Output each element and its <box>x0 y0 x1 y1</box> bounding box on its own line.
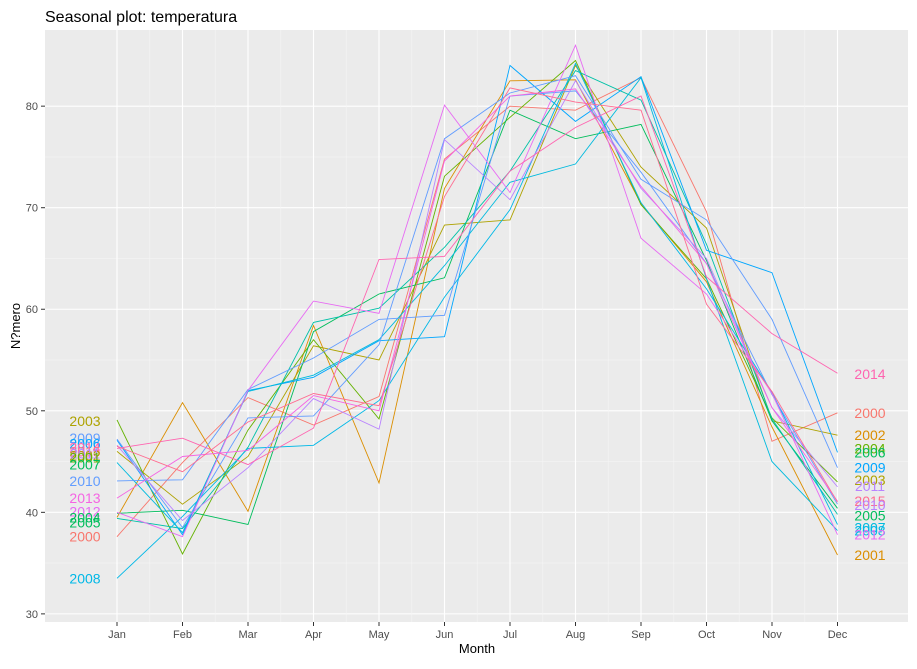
x-axis-title: Month <box>459 641 495 656</box>
end-year-label: 2015 <box>854 493 885 509</box>
series-line-2015 <box>116 87 838 503</box>
end-year-label: 2006 <box>854 444 885 460</box>
start-year-label: 2002 <box>69 447 100 463</box>
end-year-label: 2004 <box>854 440 885 456</box>
series-layer <box>116 43 838 579</box>
series-line-2003 <box>116 59 838 555</box>
start-year-label: 2010 <box>69 473 100 489</box>
series-line-2002 <box>116 64 838 505</box>
series-line-2000 <box>116 77 838 537</box>
start-year-label: 2014 <box>69 439 100 455</box>
x-tick-label: Jul <box>503 629 517 641</box>
y-tick-label: 70 <box>26 203 38 215</box>
start-year-label: 2011 <box>70 445 100 461</box>
y-tick-label: 50 <box>26 406 38 418</box>
y-axis-title: N?mero <box>8 303 23 349</box>
series-line-2012 <box>116 43 838 538</box>
start-year-label: 2008 <box>69 570 100 586</box>
series-line-2005 <box>116 70 838 530</box>
year-label-layer: 2003200920062014201520022011200120072010… <box>69 366 885 586</box>
start-year-label: 2001 <box>69 449 100 465</box>
end-year-label: 2000 <box>854 405 885 421</box>
x-tick-label: May <box>369 629 390 641</box>
axis-layer: 30 40 50 60 70 80 Jan Feb Mar Apr May Jun Jul Aug Sep O… <box>26 101 848 641</box>
end-year-label: 2009 <box>854 460 885 476</box>
x-tick-label: Dec <box>828 629 848 641</box>
x-tick-label: Feb <box>173 629 192 641</box>
end-year-label: 2014 <box>854 366 885 382</box>
start-year-label: 2004 <box>69 509 100 525</box>
end-year-label: 2012 <box>854 527 885 543</box>
x-tick-label: Jun <box>436 629 454 641</box>
start-year-label: 2013 <box>69 490 100 506</box>
y-tick-label: 60 <box>26 304 38 316</box>
y-tick-label: 30 <box>26 609 38 621</box>
series-line-2014 <box>116 95 838 466</box>
start-year-label: 2000 <box>69 529 100 545</box>
x-tick-label: Jan <box>108 629 126 641</box>
y-tick-label: 40 <box>26 507 38 519</box>
start-year-label: 2015 <box>69 443 100 459</box>
end-year-label: 2007 <box>854 520 885 536</box>
end-year-label: 2011 <box>855 478 885 494</box>
y-tick-label: 80 <box>26 101 38 113</box>
end-year-label: 2001 <box>854 547 885 563</box>
x-tick-label: Mar <box>239 629 258 641</box>
x-tick-label: Apr <box>305 629 322 641</box>
series-line-2011 <box>116 79 838 522</box>
series-line-2009 <box>116 75 838 529</box>
x-tick-label: Sep <box>631 629 651 641</box>
start-year-label: 2012 <box>69 503 100 519</box>
end-year-label: 2005 <box>854 507 885 523</box>
series-line-2010 <box>116 90 838 505</box>
start-year-label: 2006 <box>69 435 100 451</box>
end-year-label: 2002 <box>854 427 885 443</box>
x-tick-label: Nov <box>762 629 782 641</box>
start-year-label: 2009 <box>69 430 100 446</box>
plot-panel <box>45 30 908 622</box>
x-tick-label: Oct <box>698 629 715 641</box>
start-year-label: 2003 <box>69 413 100 429</box>
x-tick-label: Aug <box>566 629 586 641</box>
end-year-label: 2008 <box>854 523 885 539</box>
chart-title: Seasonal plot: temperatura <box>45 9 237 26</box>
start-year-label: 2007 <box>69 457 100 473</box>
series-line-2013 <box>116 88 838 502</box>
end-year-label: 2010 <box>854 497 885 513</box>
start-year-label: 2005 <box>69 514 100 530</box>
end-year-label: 2003 <box>854 472 885 488</box>
